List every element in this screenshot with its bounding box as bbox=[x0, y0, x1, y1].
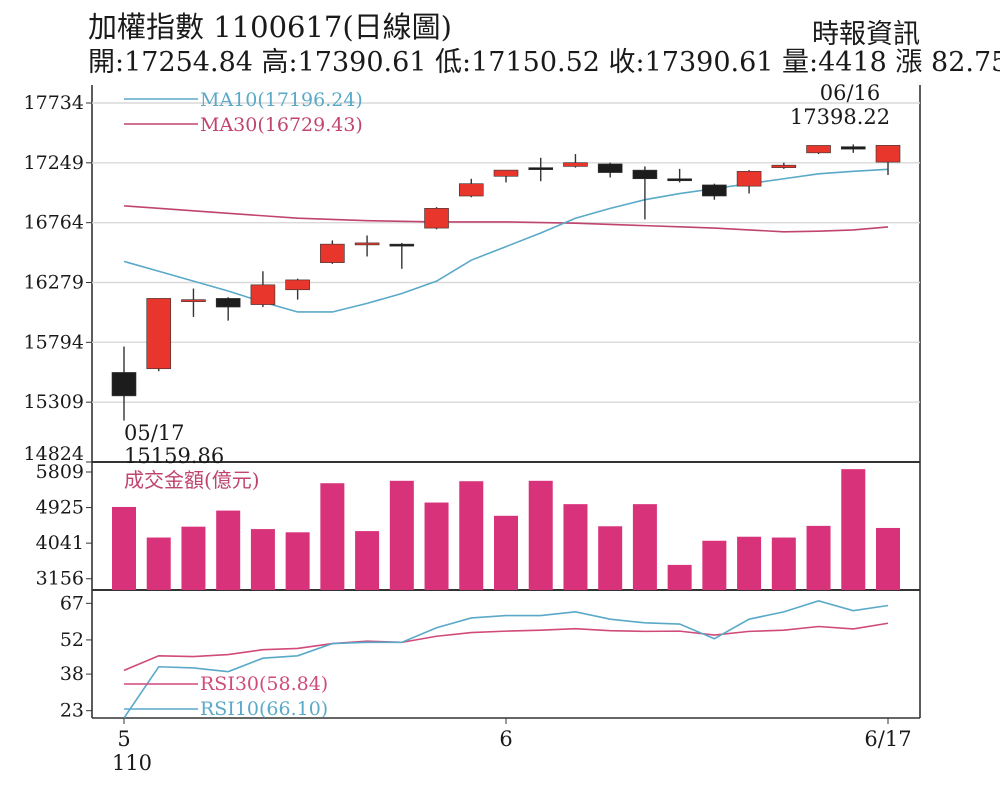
high-annotation-value: 17398.22 bbox=[790, 105, 890, 129]
legend-label: MA30(16729.43) bbox=[200, 114, 363, 136]
y-tick-label: 16764 bbox=[24, 212, 84, 234]
candle-body bbox=[111, 372, 137, 397]
y-tick-label: 38 bbox=[60, 663, 84, 685]
volume-bar bbox=[146, 537, 171, 590]
ma10-line bbox=[123, 168, 889, 313]
candle-body bbox=[215, 298, 241, 308]
candle-body bbox=[806, 145, 831, 154]
candle-body bbox=[771, 164, 797, 168]
candle-body bbox=[702, 184, 727, 197]
low-annotation-date: 05/17 bbox=[124, 421, 185, 445]
volume-bar bbox=[806, 525, 831, 590]
volume-bar bbox=[876, 527, 900, 590]
volume-bar bbox=[632, 504, 657, 590]
volume-bar bbox=[667, 564, 692, 590]
volume-bar bbox=[216, 510, 241, 590]
y-tick-label: 4041 bbox=[36, 532, 84, 554]
legend-label: MA10(17196.24) bbox=[200, 89, 363, 111]
y-tick-label: 17734 bbox=[24, 92, 84, 114]
candle-body bbox=[875, 145, 901, 163]
volume-bar bbox=[841, 469, 866, 590]
candle-body bbox=[632, 169, 658, 180]
volume-title: 成交金額(億元) bbox=[124, 468, 260, 492]
x-tick-label: 6/17 bbox=[864, 727, 911, 751]
volume-bar bbox=[250, 529, 275, 590]
x-tick-sublabel: 110 bbox=[112, 751, 152, 775]
x-tick-label: 6 bbox=[499, 727, 512, 751]
candle-body bbox=[528, 167, 554, 170]
candle-body bbox=[389, 243, 415, 247]
high-annotation-date: 06/16 bbox=[820, 81, 881, 105]
candle-body bbox=[563, 162, 588, 167]
volume-bar bbox=[424, 502, 449, 590]
ohlc-summary: 開:17254.84 高:17390.61 低:17150.52 收:17390… bbox=[88, 47, 1000, 78]
candle-body bbox=[458, 183, 484, 197]
candle-body bbox=[840, 146, 866, 150]
y-tick-label: 15309 bbox=[24, 391, 84, 413]
volume-bar bbox=[389, 480, 414, 590]
volume-bar bbox=[459, 481, 484, 590]
candle-body bbox=[146, 298, 172, 370]
volume-bar bbox=[320, 483, 345, 590]
y-tick-label: 3156 bbox=[36, 568, 84, 590]
candle-body bbox=[597, 163, 623, 173]
y-tick-label: 4925 bbox=[36, 497, 84, 519]
volume-bar bbox=[737, 536, 762, 590]
source-label: 時報資訊 bbox=[812, 19, 920, 50]
volume-bar bbox=[528, 480, 553, 590]
volume-bar bbox=[563, 504, 588, 590]
low-annotation-value: 15159.86 bbox=[124, 444, 224, 468]
legend-label: RSI10(66.10) bbox=[200, 698, 328, 720]
candle-body bbox=[354, 242, 380, 246]
legend-label: RSI30(58.84) bbox=[200, 673, 328, 695]
y-tick-label: 15794 bbox=[24, 331, 84, 353]
y-tick-label: 23 bbox=[60, 700, 84, 722]
volume-bar bbox=[494, 515, 518, 590]
candle-body bbox=[424, 208, 449, 229]
y-tick-label: 5809 bbox=[36, 461, 84, 483]
candle-body bbox=[250, 284, 276, 305]
rsi-line bbox=[123, 600, 889, 719]
y-tick-label: 67 bbox=[60, 592, 84, 614]
y-tick-label: 17249 bbox=[24, 152, 84, 174]
volume-panel: 5809 4925 4041 3156 成交金額(億元) bbox=[36, 461, 900, 590]
candle-body bbox=[493, 169, 519, 177]
candle-body bbox=[736, 171, 762, 187]
volume-bar bbox=[285, 532, 310, 590]
volume-bar bbox=[771, 537, 796, 590]
volume-bar bbox=[598, 526, 623, 590]
rsi-line bbox=[123, 622, 889, 672]
y-tick-label: 16279 bbox=[24, 272, 84, 294]
candle-body bbox=[285, 279, 310, 291]
volume-bar bbox=[702, 540, 727, 590]
volume-bar bbox=[355, 531, 380, 590]
ma30-line bbox=[123, 205, 889, 233]
volume-bar bbox=[181, 526, 206, 590]
volume-bar bbox=[112, 506, 136, 590]
candle-body bbox=[667, 178, 692, 182]
candle-body bbox=[181, 299, 206, 302]
candle-body bbox=[320, 243, 345, 263]
chart-title: 加權指數 1100617(日線圖) bbox=[88, 10, 453, 44]
price-panel: 17734 17249 16764 16279 15794 15309 14824 MA10(… bbox=[24, 81, 920, 468]
y-tick-label: 52 bbox=[60, 629, 84, 651]
y-tick-label: 14824 bbox=[24, 443, 84, 465]
x-tick-label: 5 bbox=[117, 727, 130, 751]
